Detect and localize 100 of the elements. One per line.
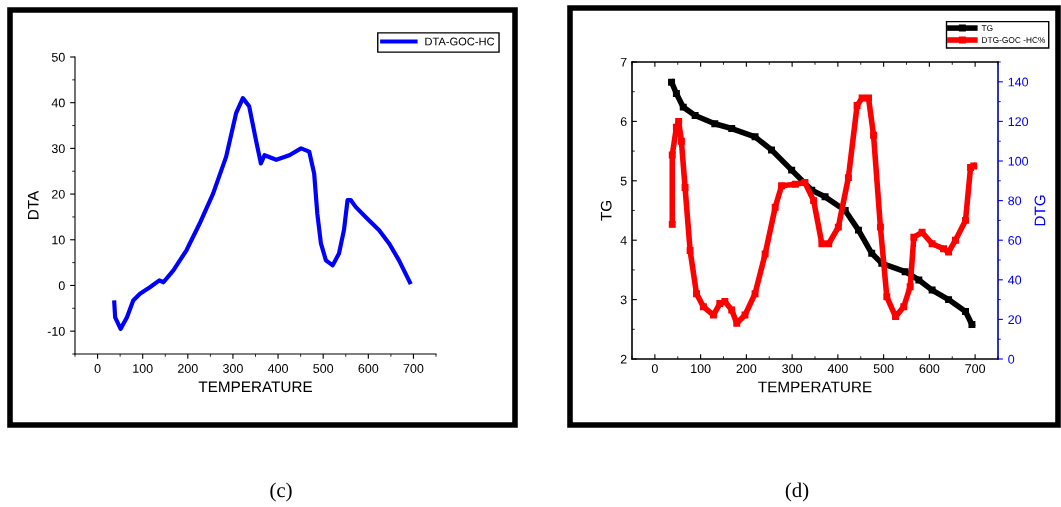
y-tick-label: 6: [620, 117, 627, 127]
x-tick-label: 500: [873, 364, 894, 374]
legend-label: DTA-GOC-HC: [425, 37, 495, 46]
x-tick-label: 700: [403, 364, 424, 373]
y2-tick-label: 80: [1008, 196, 1022, 206]
point: [675, 117, 683, 125]
x-tick-label: 200: [178, 364, 198, 373]
point: [741, 311, 749, 319]
y-tick-label: 20: [52, 189, 65, 199]
y2-tick-label: 140: [1008, 77, 1029, 87]
point: [821, 193, 829, 201]
point: [901, 268, 909, 276]
x-tick-label: 100: [691, 364, 711, 374]
x-tick-label: 400: [267, 364, 288, 373]
y2-tick-label: 0: [1008, 354, 1015, 364]
y-tick-label: 0: [58, 281, 65, 291]
point: [791, 180, 799, 188]
point: [928, 286, 936, 294]
x-axis-title: TEMPERATURE: [758, 381, 872, 393]
x-tick-label: 600: [919, 364, 940, 374]
point: [699, 303, 707, 311]
x-tick-label: 600: [358, 364, 379, 373]
x-tick-label: 500: [313, 364, 334, 373]
point: [761, 250, 769, 258]
point: [768, 146, 776, 154]
point: [951, 236, 959, 244]
point: [915, 276, 923, 284]
y-axis-title: DTA: [27, 190, 39, 219]
point: [681, 184, 689, 192]
x-tick-label: 300: [782, 364, 803, 374]
y2-tick-label: 40: [1008, 275, 1022, 285]
y-tick-label: 5: [620, 176, 627, 186]
point: [668, 78, 676, 86]
x-axis-title: TEMPERATURE: [198, 381, 312, 393]
point: [968, 321, 976, 329]
x-tick-label: 200: [736, 364, 757, 374]
point: [825, 240, 833, 248]
point: [818, 240, 826, 248]
x-tick-label: 400: [827, 364, 848, 374]
y2-tick-label: 120: [1008, 117, 1029, 127]
y2-tick-label: 60: [1008, 236, 1022, 245]
point: [728, 306, 736, 314]
point: [686, 247, 694, 254]
x-tick-label: 0: [94, 364, 101, 373]
point: [910, 233, 918, 241]
point: [928, 240, 936, 248]
y-tick-label: 4: [620, 236, 627, 245]
point: [900, 303, 908, 311]
point: [844, 174, 852, 182]
y2-axis-title: DTG: [1034, 195, 1046, 226]
point: [945, 296, 953, 304]
point: [870, 131, 878, 139]
y-axis-title: TG: [600, 201, 612, 221]
point: [834, 223, 842, 231]
line-series: [112, 96, 412, 331]
point: [691, 111, 699, 119]
point: [940, 245, 948, 253]
y2-tick-label: 20: [1008, 315, 1022, 325]
point: [853, 102, 861, 110]
point: [672, 90, 680, 97]
point: [883, 293, 891, 301]
y-tick-label: 50: [51, 52, 65, 62]
point: [801, 179, 809, 187]
y-tick-label: 30: [51, 144, 65, 154]
point: [810, 197, 818, 205]
point: [693, 290, 700, 298]
point: [962, 216, 969, 224]
x-tick-label: 300: [222, 364, 243, 373]
y-tick-label: -10: [47, 326, 65, 336]
point: [751, 133, 759, 141]
y-tick-label: 7: [620, 57, 627, 67]
point: [771, 203, 779, 211]
point: [858, 94, 866, 102]
y-tick-label: 40: [51, 98, 65, 108]
point: [962, 308, 969, 315]
point: [778, 182, 786, 190]
point: [751, 290, 759, 298]
point: [728, 125, 736, 133]
point: [906, 283, 914, 291]
point: [668, 220, 676, 228]
y-tick-label: 3: [620, 295, 627, 305]
point: [677, 137, 685, 145]
y2-tick-label: 100: [1008, 156, 1029, 166]
point: [711, 120, 719, 128]
y-tick-label: 2: [620, 354, 627, 364]
x-tick-label: 0: [651, 364, 658, 374]
x-tick-label: 700: [965, 364, 986, 374]
x-tick-label: 100: [133, 364, 153, 373]
point: [679, 103, 687, 111]
point: [788, 166, 796, 174]
y-tick-label: 10: [52, 235, 65, 245]
point: [865, 94, 873, 102]
point: [868, 249, 876, 257]
text: (d): [785, 482, 809, 502]
legend-label: DTG-GOC -HC%: [982, 37, 1046, 44]
point: [668, 151, 676, 159]
point: [876, 223, 884, 231]
legend-label: TG: [981, 25, 993, 32]
text: (c): [270, 482, 292, 502]
point: [854, 226, 862, 234]
